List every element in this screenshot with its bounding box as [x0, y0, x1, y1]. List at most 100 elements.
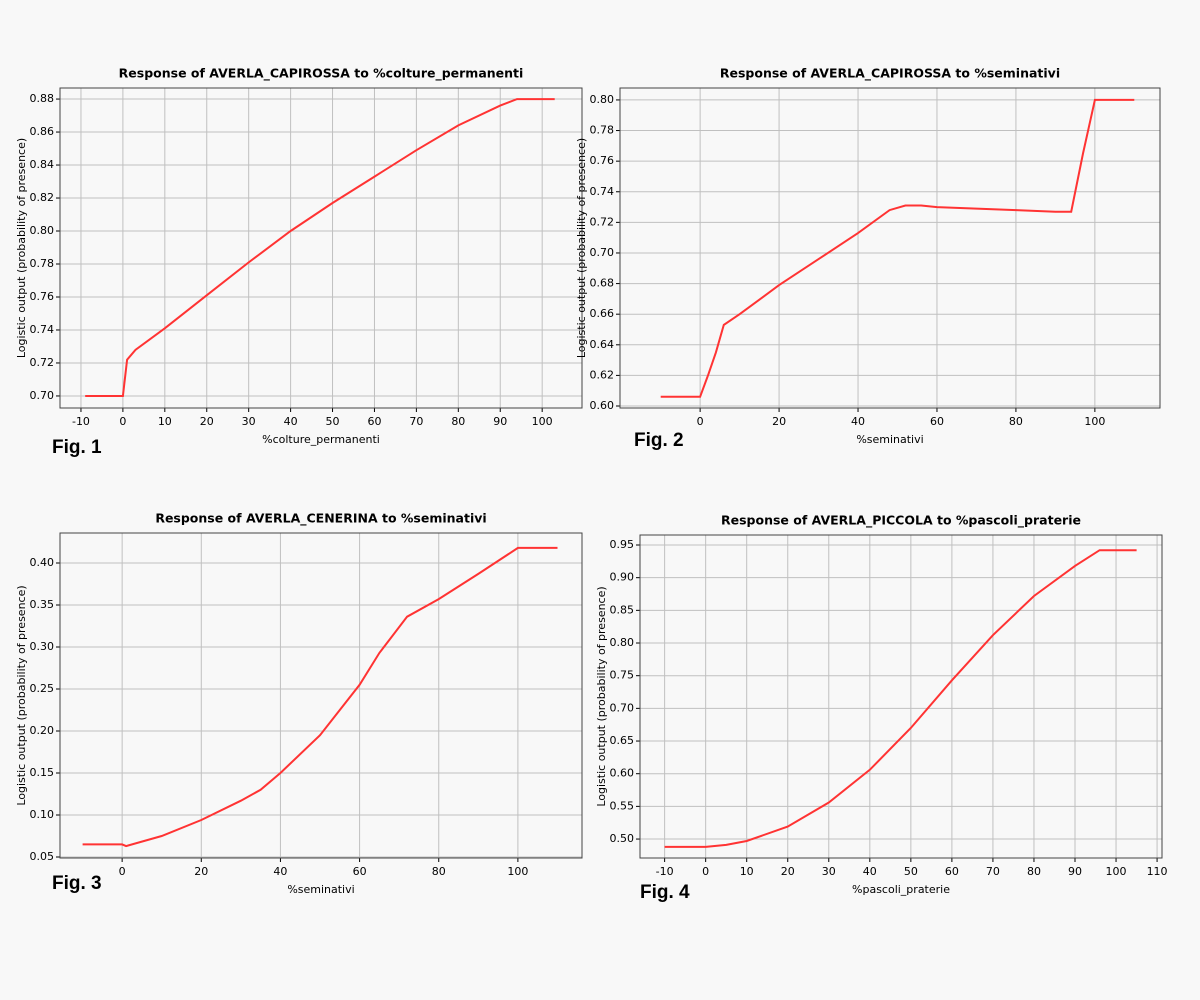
- y-tick-label: 0.74: [30, 323, 55, 336]
- y-tick-label: 0.75: [610, 669, 635, 682]
- x-tick-label: 80: [1027, 865, 1041, 878]
- x-tick-label: 90: [493, 415, 507, 428]
- x-tick-label: -10: [656, 865, 674, 878]
- x-tick-label: -10: [72, 415, 90, 428]
- response-line: [664, 549, 1137, 848]
- y-axis-label: Logistic output (probability of presence…: [595, 586, 608, 806]
- x-tick-label: 100: [532, 415, 553, 428]
- x-tick-label: 40: [284, 415, 298, 428]
- y-tick-label: 0.95: [610, 538, 635, 551]
- x-tick-label: 30: [822, 865, 836, 878]
- figure-label: Fig. 2: [634, 430, 684, 451]
- x-axis-label: %seminativi: [287, 883, 354, 896]
- y-tick-label: 0.76: [590, 154, 615, 167]
- y-tick-label: 0.70: [610, 701, 635, 714]
- y-tick-label: 0.50: [610, 832, 635, 845]
- y-tick-label: 0.64: [590, 338, 615, 351]
- x-tick-label: 40: [851, 415, 865, 428]
- plot-frame: [639, 534, 1163, 859]
- plot-area: [640, 535, 1162, 858]
- y-tick-label: 0.70: [590, 246, 615, 259]
- x-tick-label: 100: [507, 865, 528, 878]
- x-tick-label: 40: [273, 865, 287, 878]
- y-tick-label: 0.90: [610, 571, 635, 584]
- x-axis-label: %seminativi: [856, 433, 923, 446]
- figure-label: Fig. 4: [640, 882, 690, 903]
- x-tick-label: 60: [367, 415, 381, 428]
- response-line: [660, 98, 1135, 398]
- y-tick-label: 0.72: [30, 356, 55, 369]
- y-tick-label: 0.65: [610, 734, 635, 747]
- y-tick-label: 0.35: [30, 598, 55, 611]
- y-tick-label: 0.05: [30, 850, 55, 863]
- y-tick-label: 0.60: [610, 767, 635, 780]
- x-tick-label: 0: [119, 415, 126, 428]
- y-tick-label: 0.88: [30, 92, 55, 105]
- y-tick-label: 0.66: [590, 307, 615, 320]
- x-axis-label: %colture_permanenti: [262, 433, 380, 446]
- x-tick-label: 70: [986, 865, 1000, 878]
- x-tick-label: 50: [326, 415, 340, 428]
- y-tick-label: 0.74: [590, 185, 615, 198]
- x-tick-label: 20: [200, 415, 214, 428]
- y-tick-label: 0.86: [30, 125, 55, 138]
- y-tick-label: 0.15: [30, 766, 55, 779]
- x-tick-label: 70: [409, 415, 423, 428]
- x-tick-label: 60: [930, 415, 944, 428]
- x-tick-label: 40: [863, 865, 877, 878]
- x-tick-label: 0: [697, 415, 704, 428]
- x-tick-label: 0: [119, 865, 126, 878]
- y-axis-label: Logistic output (probability of presence…: [575, 138, 588, 358]
- plot-frame: [59, 532, 583, 859]
- y-tick-label: 0.78: [30, 257, 55, 270]
- plot-frame: [619, 87, 1161, 409]
- figure-label: Fig. 3: [52, 873, 102, 894]
- y-tick-label: 0.85: [610, 603, 635, 616]
- x-tick-label: 100: [1084, 415, 1105, 428]
- x-tick-label: 50: [904, 865, 918, 878]
- response-line: [82, 546, 558, 848]
- plot-area: [60, 533, 582, 858]
- y-tick-label: 0.10: [30, 808, 55, 821]
- x-tick-label: 80: [432, 865, 446, 878]
- y-tick-label: 0.62: [590, 368, 615, 381]
- y-tick-label: 0.40: [30, 556, 55, 569]
- y-tick-label: 0.82: [30, 191, 55, 204]
- y-tick-label: 0.80: [610, 636, 635, 649]
- x-tick-label: 10: [740, 865, 754, 878]
- y-tick-label: 0.70: [30, 389, 55, 402]
- plot-frame: [59, 87, 583, 409]
- x-tick-label: 110: [1147, 865, 1168, 878]
- x-tick-label: 90: [1068, 865, 1082, 878]
- y-tick-label: 0.30: [30, 640, 55, 653]
- x-tick-label: 20: [781, 865, 795, 878]
- x-tick-label: 60: [945, 865, 959, 878]
- chart-title: Response of AVERLA_CENERINA to %seminati…: [155, 511, 486, 527]
- y-tick-label: 0.76: [30, 290, 55, 303]
- x-tick-label: 20: [194, 865, 208, 878]
- x-tick-label: 20: [772, 415, 786, 428]
- y-tick-label: 0.78: [590, 124, 615, 137]
- x-tick-label: 80: [1009, 415, 1023, 428]
- y-tick-label: 0.84: [30, 158, 55, 171]
- plot-area: [620, 88, 1160, 408]
- chart-title: Response of AVERLA_CAPIROSSA to %seminat…: [720, 66, 1060, 82]
- y-tick-label: 0.25: [30, 682, 55, 695]
- figure-label: Fig. 1: [52, 437, 102, 458]
- x-tick-label: 80: [451, 415, 465, 428]
- x-tick-label: 0: [702, 865, 709, 878]
- y-tick-label: 0.60: [590, 399, 615, 412]
- chart-title: Response of AVERLA_CAPIROSSA to %colture…: [119, 66, 524, 82]
- chart-title: Response of AVERLA_PICCOLA to %pascoli_p…: [721, 513, 1081, 529]
- plot-area: [60, 88, 582, 408]
- x-axis-label: %pascoli_praterie: [852, 883, 950, 896]
- y-tick-label: 0.72: [590, 215, 615, 228]
- y-tick-label: 0.20: [30, 724, 55, 737]
- x-tick-label: 10: [158, 415, 172, 428]
- x-tick-label: 30: [242, 415, 256, 428]
- y-axis-label: Logistic output (probability of presence…: [15, 138, 28, 358]
- y-tick-label: 0.55: [610, 799, 635, 812]
- x-tick-label: 60: [353, 865, 367, 878]
- x-tick-label: 100: [1106, 865, 1127, 878]
